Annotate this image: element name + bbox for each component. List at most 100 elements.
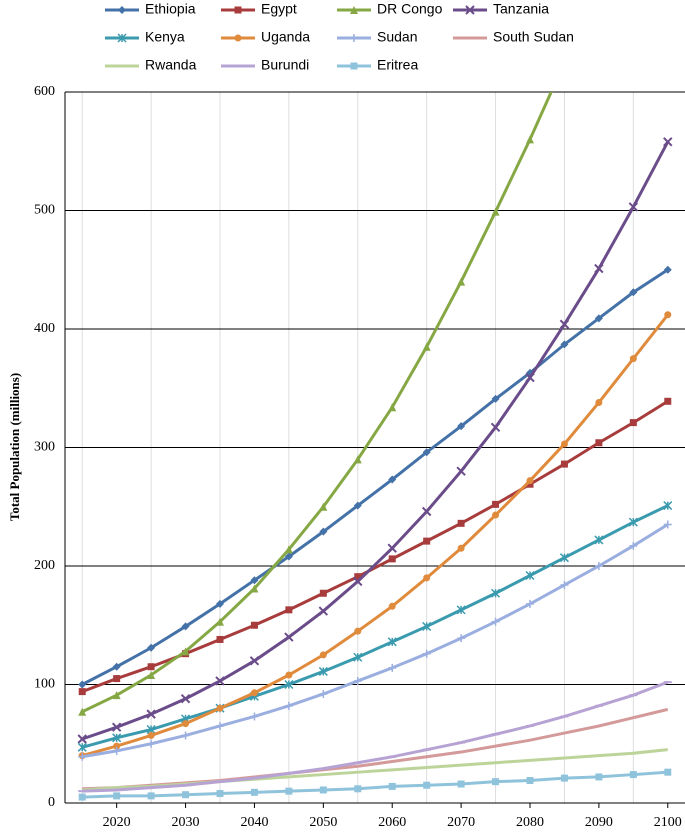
marker — [234, 34, 242, 42]
marker — [457, 519, 465, 527]
plot-area — [77, 58, 673, 801]
legend-label: Eritrea — [377, 57, 418, 73]
marker — [216, 790, 224, 798]
marker — [457, 634, 466, 643]
marker — [215, 676, 225, 686]
marker — [560, 460, 568, 468]
marker — [78, 752, 87, 761]
y-tick-label: 300 — [34, 440, 55, 455]
marker — [560, 440, 568, 448]
marker — [388, 663, 397, 672]
marker — [318, 606, 329, 616]
marker — [629, 355, 637, 363]
marker — [78, 680, 87, 689]
legend-marker — [465, 5, 475, 15]
y-tick-label: 500 — [34, 203, 55, 218]
marker — [250, 712, 259, 721]
marker — [111, 722, 122, 732]
x-tick-label: 2040 — [240, 815, 268, 830]
marker — [249, 656, 260, 666]
marker — [284, 632, 294, 642]
marker — [147, 643, 156, 652]
legend-marker — [118, 6, 126, 14]
marker — [216, 635, 224, 643]
marker — [181, 731, 190, 740]
marker — [422, 342, 431, 351]
marker — [387, 543, 397, 553]
marker — [353, 455, 362, 464]
marker — [456, 605, 466, 615]
series-line — [81, 504, 669, 749]
marker — [250, 788, 258, 796]
marker — [216, 704, 224, 712]
legend-item: Uganda — [221, 29, 310, 45]
marker — [492, 500, 500, 508]
marker — [629, 541, 638, 550]
marker — [457, 277, 466, 286]
marker — [147, 731, 155, 739]
marker — [387, 637, 397, 647]
marker — [490, 422, 501, 433]
marker — [182, 720, 190, 728]
marker — [388, 403, 397, 412]
marker — [457, 422, 466, 431]
marker — [117, 33, 127, 43]
marker — [525, 570, 535, 581]
marker — [388, 555, 396, 563]
marker — [250, 621, 258, 629]
x-tick-label: 2030 — [172, 815, 200, 830]
series-line — [82, 770, 668, 799]
marker — [250, 689, 258, 697]
legend-item: Egypt — [221, 1, 297, 17]
marker — [78, 707, 87, 716]
x-tick-label: 2090 — [585, 815, 613, 830]
marker — [319, 589, 327, 597]
legend-item: South Sudan — [453, 29, 574, 45]
marker — [354, 785, 362, 793]
marker — [250, 576, 259, 585]
legend-marker — [117, 33, 127, 43]
marker — [78, 688, 86, 696]
marker — [112, 733, 122, 743]
legend-label: Burundi — [261, 57, 309, 73]
marker — [284, 552, 293, 561]
marker — [216, 721, 224, 730]
legend-item: Eritrea — [337, 57, 418, 73]
marker — [560, 58, 568, 66]
marker — [147, 792, 155, 800]
x-tick-label: 2020 — [103, 815, 131, 830]
marker — [319, 502, 328, 511]
marker — [353, 652, 363, 662]
legend-marker — [350, 62, 358, 70]
marker — [663, 265, 672, 274]
legend-item: Tanzania — [453, 1, 549, 17]
legend-item: Burundi — [221, 57, 309, 73]
x-tick-label: 2050 — [309, 815, 337, 830]
legend-label: Rwanda — [145, 57, 197, 73]
marker — [284, 679, 294, 690]
marker — [78, 793, 86, 801]
marker — [664, 397, 672, 405]
marker — [663, 520, 672, 529]
series-line — [81, 313, 669, 758]
marker — [284, 701, 293, 710]
marker — [560, 774, 568, 782]
marker — [182, 791, 190, 799]
marker — [559, 553, 569, 563]
marker — [113, 792, 121, 800]
legend-item: Sudan — [337, 29, 417, 45]
marker — [423, 537, 431, 545]
marker — [118, 6, 126, 14]
marker — [181, 647, 190, 656]
marker — [594, 562, 603, 570]
marker — [423, 781, 431, 789]
marker — [113, 675, 121, 683]
series-line — [82, 680, 669, 793]
marker — [491, 394, 500, 403]
legend-label: Tanzania — [493, 1, 549, 17]
marker — [388, 475, 397, 484]
x-tick-label: 2060 — [378, 815, 406, 830]
marker — [491, 617, 500, 626]
marker — [250, 584, 259, 593]
